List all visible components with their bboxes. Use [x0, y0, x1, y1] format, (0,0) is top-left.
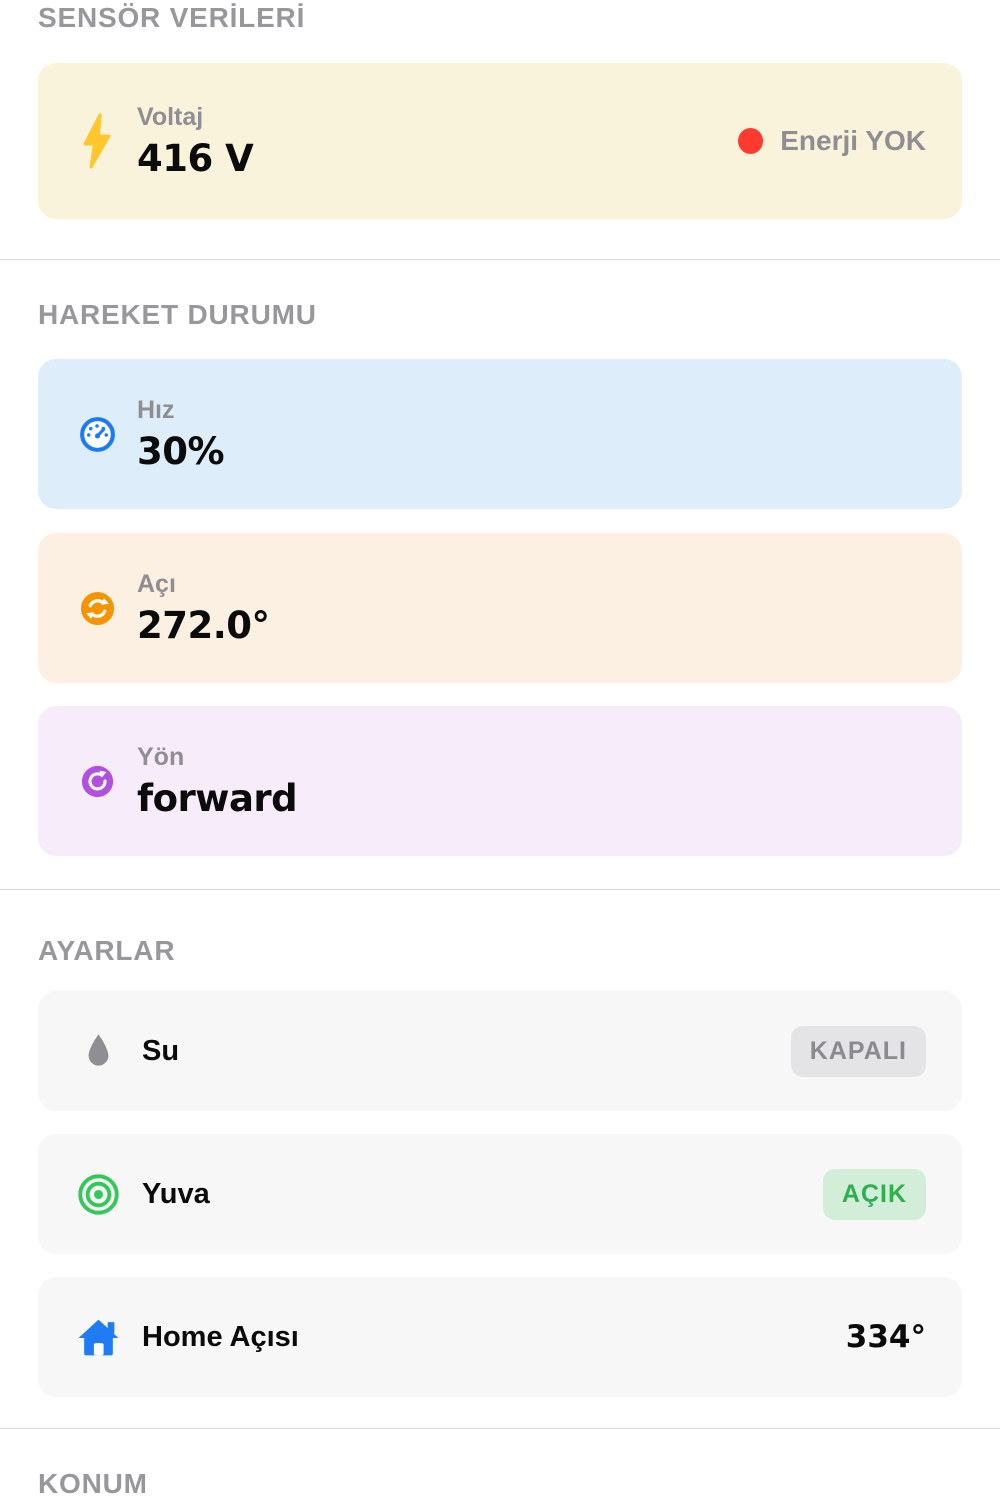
- setting-label-home-angle: Home Açısı: [142, 1320, 299, 1353]
- setting-label-dock: Yuva: [142, 1177, 210, 1210]
- angle-card: Açı 272.0°: [38, 533, 962, 683]
- setting-label-water: Su: [142, 1034, 180, 1067]
- voltage-readout: Voltaj 416 V: [137, 102, 254, 180]
- direction-readout: Yön forward: [137, 742, 298, 820]
- speedometer-icon: [79, 416, 115, 452]
- voltage-card: Voltaj 416 V Enerji YOK: [38, 63, 962, 219]
- energy-status-dot-icon: [738, 128, 764, 154]
- movement-section: HAREKET DURUMU Hız: [0, 300, 1000, 856]
- home-angle-value: 334°: [845, 1319, 926, 1355]
- angle-readout: Açı 272.0°: [137, 570, 270, 647]
- speed-value: 30%: [137, 429, 225, 473]
- location-section: KONUM: [0, 1469, 1000, 1499]
- voltage-label: Voltaj: [137, 102, 204, 131]
- water-status-badge[interactable]: KAPALI: [790, 1025, 926, 1077]
- setting-row-water[interactable]: Su KAPALI: [38, 991, 962, 1111]
- target-icon: [76, 1173, 120, 1215]
- section-divider: [0, 889, 1000, 890]
- location-section-title: KONUM: [38, 1468, 148, 1499]
- dock-status-badge[interactable]: AÇIK: [822, 1168, 926, 1220]
- angle-label: Açı: [137, 569, 176, 598]
- water-drop-icon: [76, 1033, 120, 1069]
- section-divider: [0, 1428, 1000, 1429]
- lightning-bolt-icon: [79, 113, 115, 169]
- setting-row-home-angle[interactable]: Home Açısı 334°: [38, 1277, 962, 1397]
- movement-section-title: HAREKET DURUMU: [38, 299, 317, 330]
- home-icon: [76, 1317, 120, 1358]
- energy-status-label: Enerji YOK: [780, 125, 926, 156]
- speed-label: Hız: [137, 395, 175, 424]
- sync-arrows-icon: [79, 591, 115, 626]
- settings-section-title: AYARLAR: [38, 935, 176, 966]
- sensor-section-title: SENSÖR VERİLERİ: [38, 2, 306, 33]
- speed-card: Hız 30%: [38, 359, 962, 509]
- section-divider: [0, 259, 1000, 260]
- speed-readout: Hız 30%: [137, 395, 225, 473]
- energy-status: Enerji YOK: [738, 125, 926, 157]
- direction-value: forward: [137, 776, 298, 820]
- direction-card: Yön forward: [38, 706, 962, 856]
- sensor-section: SENSÖR VERİLERİ Voltaj 416 V Enerji YOK: [0, 3, 1000, 219]
- direction-label: Yön: [137, 742, 185, 771]
- settings-section: AYARLAR Su KAPALI Yuv: [0, 936, 1000, 1397]
- setting-row-dock[interactable]: Yuva AÇIK: [38, 1134, 962, 1254]
- voltage-value: 416 V: [137, 136, 254, 180]
- angle-value: 272.0°: [137, 603, 270, 647]
- rotate-arrow-icon: [79, 765, 115, 798]
